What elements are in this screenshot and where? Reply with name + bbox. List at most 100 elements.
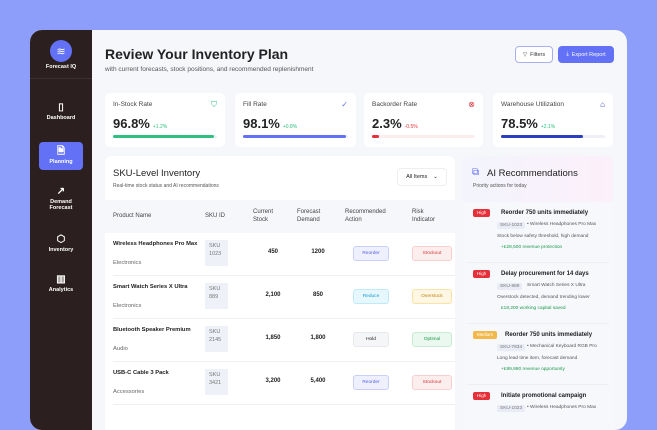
product-name: • Mechanical Keyboard RGB Pro (527, 344, 597, 349)
product-category: Audio (113, 346, 128, 352)
panel-subtitle: Real-time stock status and AI recommenda… (113, 183, 219, 189)
sparkle-box-icon: ⧉ (472, 167, 480, 178)
risk-badge: Stockout (412, 375, 452, 390)
document-check-icon: 🗎 (56, 146, 66, 157)
recommendation-title: Initiate promotional campaign (501, 393, 587, 399)
table-header: Product Name SKU ID Current Stock Foreca… (105, 200, 455, 233)
recommendation-card[interactable]: High Reorder 750 units immediately SKU-1… (467, 203, 609, 263)
product-name: Smart Watch Series X Ultra (527, 283, 586, 288)
sku-id: SKU 1023 (205, 240, 228, 266)
book-icon: ▯ (58, 102, 64, 113)
sku-tag: SKU-1023 (497, 222, 526, 229)
recommendation-card[interactable]: High Delay procurement for 14 days SKU-8… (467, 264, 609, 324)
impact-text: +£28,500 revenue protection (501, 245, 563, 250)
warehouse-icon: ⌂ (600, 100, 605, 109)
current-stock: 450 (267, 249, 278, 255)
action-button[interactable]: Reorder (353, 246, 389, 261)
kpi-card-fill-rate: Fill Rate ✓ 98.1% +0.8% (235, 93, 356, 147)
product-name: Bluetooth Speaker Premium (113, 327, 191, 333)
table-row[interactable]: Wireless Headphones Pro Max Electronics … (113, 233, 455, 276)
current-stock: 3,200 (265, 378, 281, 384)
impact-text: +£89,990 revenue opportunity (501, 367, 565, 372)
x-circle-icon: ⊗ (468, 100, 475, 109)
recommendation-reason: Long lead time item, forecast demand (497, 356, 578, 361)
product-name: Smart Watch Series X Ultra (113, 284, 188, 290)
table-row[interactable]: USB-C Cable 3 Pack Accessories SKU 3421 … (113, 362, 455, 405)
sku-id: SKU 889 (205, 283, 228, 309)
brand-name: Forecast IQ (45, 64, 77, 70)
shield-check-icon: ⛉ (211, 100, 217, 109)
kpi-card-in-stock-rate: In-Stock Rate ⛉ 96.8% +1.2% (105, 93, 225, 147)
action-button[interactable]: Reorder (353, 375, 389, 390)
progress-bar (113, 135, 217, 138)
recommendation-card[interactable]: High Initiate promotional campaign SKU-1… (467, 386, 609, 430)
risk-badge: Optimal (412, 332, 452, 347)
progress-bar (372, 135, 475, 138)
recommendation-card[interactable]: Medium Reorder 750 units immediately SKU… (467, 325, 609, 385)
forecast-demand: 5,400 (310, 378, 326, 384)
recommendation-title: Reorder 750 units immediately (505, 332, 593, 338)
filters-button[interactable]: ▽ Filters (515, 46, 553, 63)
filter-icon: ▽ (522, 51, 528, 58)
recommendation-reason: Stock below safety threshold, high deman… (497, 234, 589, 239)
sku-tag: SKU-7834 (497, 344, 526, 351)
download-icon: ⤓ (566, 51, 569, 57)
product-name: Wireless Headphones Pro Max (113, 241, 198, 247)
risk-badge: Overstock (412, 289, 452, 304)
layers-icon: ≋ (50, 40, 72, 62)
export-report-button[interactable]: ⤓ Export Report (558, 46, 614, 63)
kpi-card-warehouse-utilization: Warehouse Utilization ⌂ 78.5% +2.1% (493, 93, 613, 147)
sidebar: ≋ Forecast IQ ▯ Dashboard 🗎 Planning ↗ Dema… (30, 30, 92, 430)
kpi-card-backorder-rate: Backorder Rate ⊗ 2.3% -0.5% (364, 93, 483, 147)
sku-id: SKU 3421 (205, 369, 228, 395)
recommendation-title: Delay procurement for 14 days (501, 271, 589, 277)
panel-title: SKU-Level Inventory (113, 168, 201, 179)
table-row[interactable]: Bluetooth Speaker Premium Audio SKU 2145… (113, 319, 455, 362)
sku-inventory-panel: SKU-Level Inventory Real-time stock stat… (105, 156, 455, 430)
priority-badge: High (473, 270, 491, 278)
sidebar-item-planning[interactable]: 🗎 Planning (39, 142, 83, 170)
chevron-down-icon: ⌄ (433, 174, 438, 180)
trend-arrow-icon: ↗ (56, 186, 66, 197)
panel-subtitle: Priority actions for today (473, 183, 527, 189)
sidebar-item-inventory[interactable]: ⬡ Inventory (39, 230, 83, 258)
action-button[interactable]: Reduce (353, 289, 389, 304)
page-title: Review Your Inventory Plan (105, 46, 289, 62)
forecast-demand: 1200 (311, 249, 325, 255)
progress-bar (243, 135, 348, 138)
app-window: ≋ Forecast IQ ▯ Dashboard 🗎 Planning ↗ Dema… (30, 30, 627, 430)
impact-text: £18,200 working capital saved (501, 306, 566, 311)
box-icon: ⬡ (56, 234, 66, 245)
product-category: Electronics (113, 303, 142, 309)
sku-tag: SKU-889 (497, 283, 523, 290)
product-name: USB-C Cable 3 Pack (113, 370, 169, 376)
sidebar-item-dashboard[interactable]: ▯ Dashboard (39, 98, 83, 126)
progress-bar (501, 135, 605, 138)
forecast-demand: 850 (312, 292, 323, 298)
table-row[interactable]: Smart Watch Series X Ultra Electronics S… (113, 276, 455, 319)
priority-badge: High (473, 209, 491, 217)
sku-tag: SKU-1023 (497, 405, 526, 412)
recommendation-title: Reorder 750 units immediately (501, 210, 589, 216)
action-button[interactable]: Hold (353, 332, 389, 347)
product-category: Accessories (113, 389, 145, 395)
forecast-demand: 1,800 (310, 335, 326, 341)
priority-badge: High (473, 392, 491, 400)
panel-title: AI Recommendations (487, 168, 578, 179)
product-category: Electronics (113, 260, 142, 266)
risk-badge: Stockout (412, 246, 452, 261)
recommendation-reason: Overstock detected, demand trending lowe… (497, 295, 590, 300)
page-subtitle: with current forecasts, stock positions,… (105, 66, 314, 73)
items-filter-dropdown[interactable]: All Items ⌄ (397, 168, 447, 186)
sku-id: SKU 2145 (205, 326, 228, 352)
sidebar-item-demand-forecast[interactable]: ↗ Demand Forecast (39, 182, 83, 218)
product-name: • Wireless Headphones Pro Max (527, 222, 597, 227)
product-name: • Wireless Headphones Pro Max (527, 405, 597, 410)
divider (30, 78, 92, 79)
sidebar-item-analytics[interactable]: ▥ Analytics (39, 270, 83, 298)
current-stock: 2,100 (265, 292, 281, 298)
bar-chart-icon: ▥ (56, 274, 66, 285)
check-circle-icon: ✓ (341, 100, 348, 109)
priority-badge: Medium (473, 331, 498, 339)
ai-recommendations-panel: ⧉ AI Recommendations Priority actions fo… (463, 156, 613, 430)
